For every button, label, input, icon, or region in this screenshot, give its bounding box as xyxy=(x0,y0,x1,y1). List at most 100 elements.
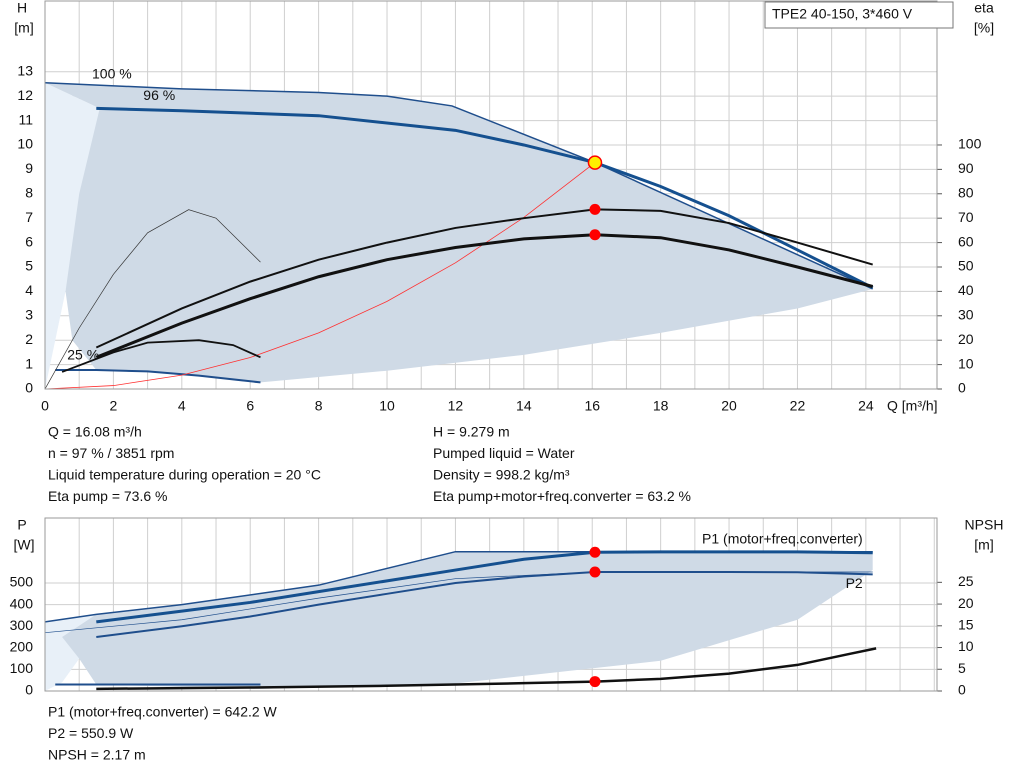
curve xyxy=(55,368,261,384)
x-tick-label: 6 xyxy=(246,398,254,414)
curve xyxy=(95,233,874,359)
y2-tick-label: 0 xyxy=(958,380,966,396)
y2-tick-label: 10 xyxy=(958,355,974,371)
curve xyxy=(61,339,261,373)
info-line: P1 (motor+freq.converter) = 642.2 W xyxy=(48,704,278,720)
curve-label: P1 (motor+freq.converter) xyxy=(702,530,863,546)
x-tick-label: 14 xyxy=(516,398,532,414)
y2-tick-label: 80 xyxy=(958,184,974,200)
info-line: Eta pump+motor+freq.converter = 63.2 % xyxy=(433,488,691,504)
y-axis-label: P xyxy=(17,517,26,533)
info-line: P2 = 550.9 W xyxy=(48,725,134,741)
y2-tick-label: 20 xyxy=(958,331,974,347)
plot-frame xyxy=(44,517,938,692)
curve xyxy=(44,550,873,623)
y2-tick-label: 25 xyxy=(958,573,974,589)
y-axis-unit: [W] xyxy=(14,537,35,553)
y-tick-label: 12 xyxy=(17,87,33,103)
curve xyxy=(44,162,596,390)
y-tick-label: 0 xyxy=(25,682,33,698)
info-line: Pumped liquid = Water xyxy=(433,445,575,461)
y-axis-label: H xyxy=(17,0,27,16)
y-tick-label: 11 xyxy=(18,111,33,127)
info-line: Q = 16.08 m³/h xyxy=(48,424,142,440)
y-tick-label: 300 xyxy=(10,617,34,633)
operating-point xyxy=(589,676,601,688)
operating-area xyxy=(45,82,100,390)
y2-tick-label: 10 xyxy=(958,638,974,654)
x-tick-label: 10 xyxy=(379,398,395,414)
x-tick-label: 8 xyxy=(315,398,323,414)
y2-tick-label: 20 xyxy=(958,595,974,611)
y2-axis-unit: [m] xyxy=(974,537,993,553)
y2-tick-label: 5 xyxy=(958,660,966,676)
operating-point xyxy=(587,155,603,170)
x-tick-label: 24 xyxy=(858,398,874,414)
y-tick-label: 8 xyxy=(25,184,33,200)
y2-axis-label: eta xyxy=(974,0,994,16)
y2-tick-label: 50 xyxy=(958,258,974,274)
y-tick-label: 10 xyxy=(17,136,33,152)
y2-tick-label: 90 xyxy=(958,160,974,176)
curve xyxy=(44,209,261,390)
info-line: Density = 998.2 kg/m³ xyxy=(433,467,570,483)
y2-axis-label: NPSH xyxy=(965,517,1004,533)
x-tick-label: 16 xyxy=(584,398,600,414)
y-tick-label: 100 xyxy=(10,660,34,676)
y-axis-unit: [m] xyxy=(14,20,33,36)
y-tick-label: 200 xyxy=(10,639,34,655)
x-tick-label: 20 xyxy=(721,398,737,414)
x-tick-label: 18 xyxy=(653,398,669,414)
x-tick-label: 12 xyxy=(448,398,464,414)
curve xyxy=(95,208,873,349)
y-tick-label: 2 xyxy=(25,331,33,347)
y2-tick-label: 70 xyxy=(958,209,974,225)
info-line: n = 97 % / 3851 rpm xyxy=(48,445,174,461)
y-tick-label: 4 xyxy=(25,282,33,298)
operating-point xyxy=(589,546,601,558)
y2-axis-unit: [%] xyxy=(974,20,994,36)
info-line: H = 9.279 m xyxy=(433,424,510,440)
y2-tick-label: 15 xyxy=(958,617,974,633)
x-tick-label: 22 xyxy=(790,398,806,414)
y2-tick-label: 60 xyxy=(958,233,974,249)
x-tick-label: 0 xyxy=(41,398,49,414)
curve-label: 25 % xyxy=(67,347,99,363)
title-box xyxy=(764,1,954,29)
y-tick-label: 500 xyxy=(10,574,34,590)
y-tick-label: 9 xyxy=(25,160,33,176)
y-tick-label: 13 xyxy=(17,62,33,78)
info-line: Eta pump = 73.6 % xyxy=(48,488,167,504)
y-tick-label: 6 xyxy=(25,233,33,249)
operating-point xyxy=(589,566,601,578)
operating-area xyxy=(45,82,873,383)
curve-label: 96 % xyxy=(143,87,175,103)
y-tick-label: 0 xyxy=(25,380,33,396)
x-axis-label: Q [m³/h] xyxy=(887,398,938,414)
y2-tick-label: 40 xyxy=(958,282,974,298)
y-tick-label: 5 xyxy=(25,258,33,274)
y2-tick-label: 30 xyxy=(958,306,974,322)
x-tick-label: 4 xyxy=(178,398,186,414)
chart-title: TPE2 40-150, 3*460 V xyxy=(772,6,913,22)
y2-tick-label: 0 xyxy=(958,682,966,698)
plot-frame xyxy=(44,0,938,390)
y2-tick-label: 100 xyxy=(958,136,982,152)
curve xyxy=(96,647,877,691)
operating-point xyxy=(589,229,601,241)
curve-label: 100 % xyxy=(92,65,132,81)
y-tick-label: 3 xyxy=(25,306,33,322)
y-tick-label: 1 xyxy=(25,355,33,371)
y-tick-label: 400 xyxy=(10,595,34,611)
curve-label: P2 xyxy=(846,575,863,591)
curve xyxy=(96,570,873,638)
y-tick-label: 7 xyxy=(25,209,33,225)
operating-area xyxy=(62,551,873,689)
operating-point xyxy=(589,203,601,215)
curve xyxy=(96,550,873,624)
x-tick-label: 2 xyxy=(110,398,118,414)
info-line: NPSH = 2.17 m xyxy=(48,747,146,763)
info-line: Liquid temperature during operation = 20… xyxy=(48,467,321,483)
